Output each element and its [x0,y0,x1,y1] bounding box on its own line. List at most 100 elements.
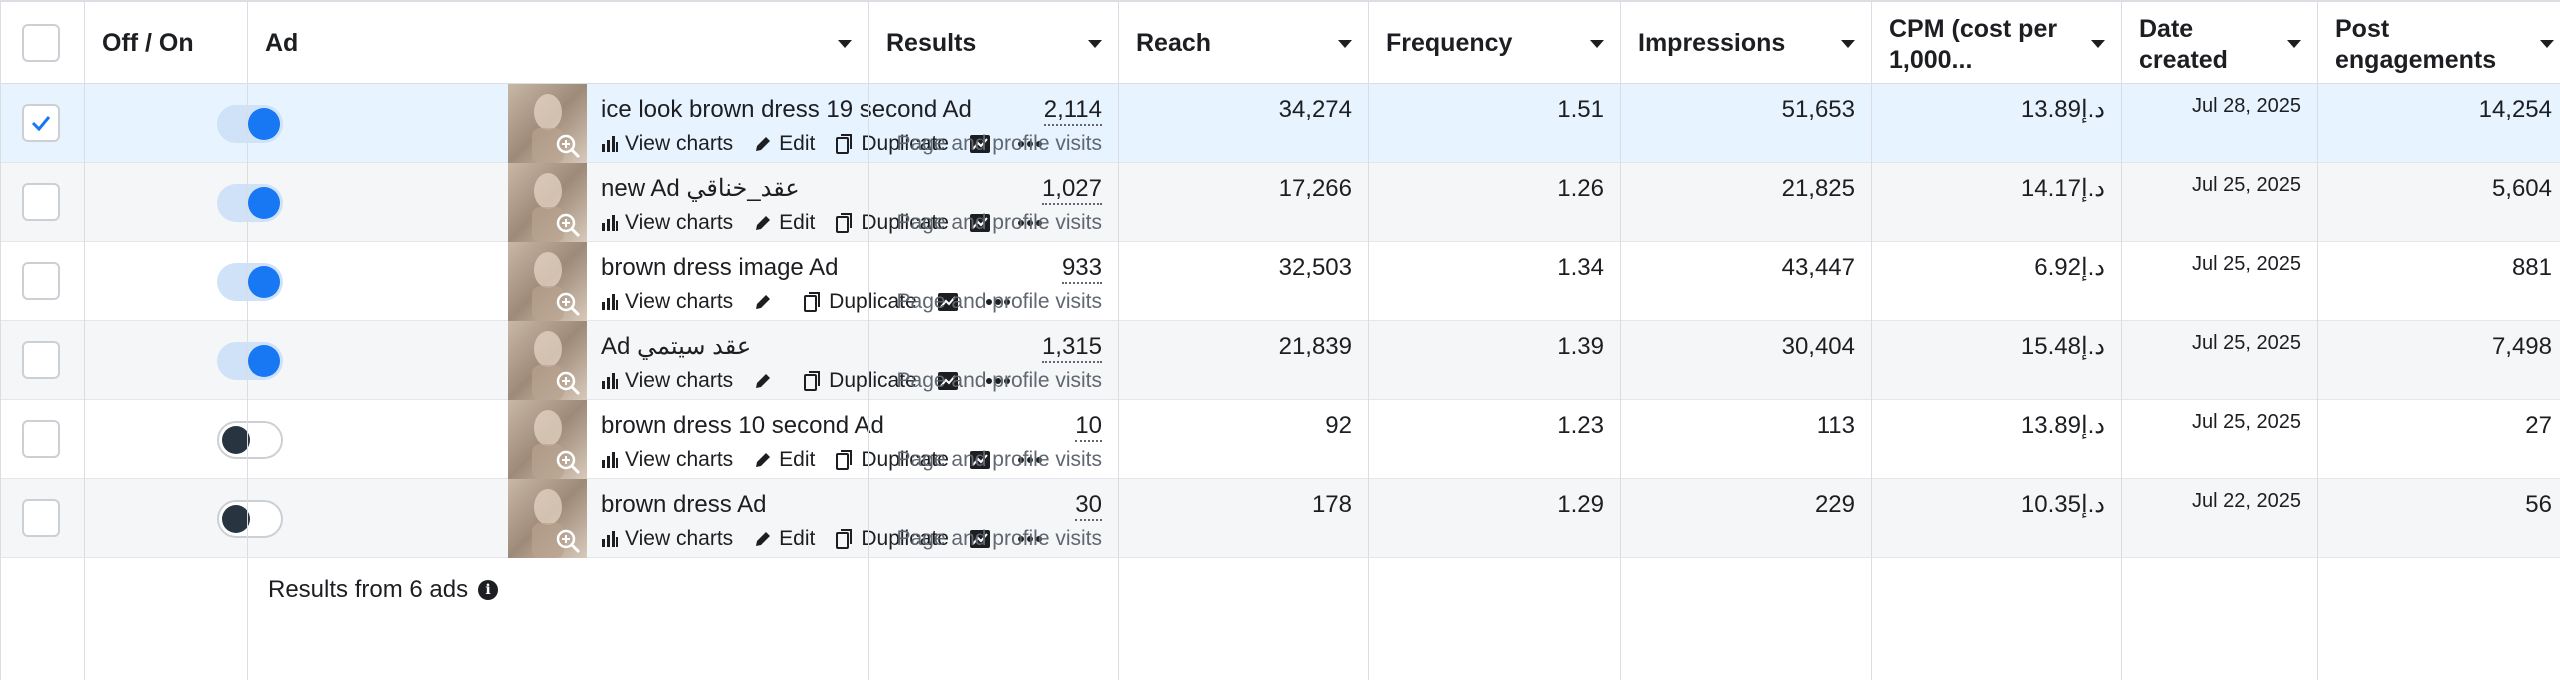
table-row[interactable]: Ad عقد سيتمي View charts [0,321,2560,400]
ad-thumbnail[interactable] [508,163,587,242]
duplicate-button[interactable]: Duplicate [835,132,949,156]
ad-name[interactable]: new Ad عقد_خناقي [601,175,800,202]
edit-button[interactable] [753,371,779,391]
ad-status-toggle[interactable] [217,105,283,143]
header-ad[interactable]: Ad [247,2,868,84]
header-results[interactable]: Results [868,2,1118,84]
open-insights-button[interactable] [969,134,997,154]
zoom-in-icon[interactable] [555,291,581,317]
row-select-cell [0,84,84,163]
ad-thumbnail[interactable] [508,321,587,400]
ad-status-toggle[interactable] [217,500,283,538]
table-row[interactable]: brown dress image Ad View charts [0,242,2560,321]
duplicate-label: Duplicate [861,527,949,550]
row-checkbox[interactable] [22,420,60,458]
select-all-checkbox[interactable] [22,24,60,62]
header-post-engagements[interactable]: Post engagements [2317,2,2560,84]
ad-thumbnail[interactable] [508,84,587,163]
open-insights-button[interactable] [969,213,997,233]
table-row[interactable]: new Ad عقد_خناقي View charts Edit [0,163,2560,242]
view-charts-button[interactable]: View charts [601,527,733,551]
duplicate-button[interactable]: Duplicate [835,527,949,551]
view-charts-button[interactable]: View charts [601,448,733,472]
ad-status-toggle[interactable] [217,342,283,380]
view-charts-button[interactable]: View charts [601,369,733,393]
zoom-in-icon[interactable] [555,528,581,554]
ad-name[interactable]: brown dress image Ad [601,254,839,281]
duplicate-button[interactable]: Duplicate [835,448,949,472]
sort-caret-icon[interactable] [2287,40,2301,48]
row-checkbox[interactable] [22,183,60,221]
ad-name[interactable]: brown dress 10 second Ad [601,412,884,439]
view-charts-button[interactable]: View charts [601,290,733,314]
duplicate-button[interactable]: Duplicate [835,211,949,235]
duplicate-button[interactable]: Duplicate [803,369,917,393]
column-divider [868,0,869,680]
table-row[interactable]: ice look brown dress 19 second Ad View c… [0,84,2560,163]
table-row[interactable]: brown dress 10 second Ad View charts Edi… [0,400,2560,479]
date-created-value: Jul 25, 2025 [2192,411,2301,433]
cpm-value: 10.35د.إ [2020,491,2105,518]
edit-button[interactable] [753,292,779,312]
row-checkbox[interactable] [22,341,60,379]
zoom-in-icon[interactable] [555,370,581,396]
results-value[interactable]: 10 [1075,412,1102,442]
header-cpm[interactable]: CPM (cost per 1,000... [1871,2,2121,84]
row-impressions-cell: 43,447 [1620,242,1871,321]
row-checkbox[interactable] [22,499,60,537]
sort-caret-icon[interactable] [1338,40,1352,48]
table-row[interactable]: brown dress Ad View charts Edit [0,479,2560,558]
more-options-button[interactable] [985,377,1017,385]
results-value[interactable]: 1,315 [1041,333,1102,363]
sort-caret-icon[interactable] [1088,40,1102,48]
ad-thumbnail[interactable] [508,400,587,479]
ad-status-toggle[interactable] [217,421,283,459]
sort-caret-icon[interactable] [2540,40,2554,48]
edit-button[interactable]: Edit [753,448,815,472]
header-date-created[interactable]: Date created [2121,2,2317,84]
row-checkbox[interactable] [22,104,60,142]
edit-button[interactable]: Edit [753,211,815,235]
zoom-in-icon[interactable] [555,133,581,159]
ad-name[interactable]: ice look brown dress 19 second Ad [601,96,972,123]
ad-thumbnail[interactable] [508,242,587,321]
open-insights-button[interactable] [969,450,997,470]
duplicate-button[interactable]: Duplicate [803,290,917,314]
header-reach[interactable]: Reach [1118,2,1368,84]
open-insights-button[interactable] [969,529,997,549]
more-options-button[interactable] [1017,219,1049,227]
more-options-button[interactable] [1017,456,1049,464]
more-options-button[interactable] [1017,140,1049,148]
open-insights-button[interactable] [937,292,965,312]
edit-button[interactable]: Edit [753,527,815,551]
zoom-in-icon[interactable] [555,449,581,475]
frequency-value: 1.34 [1557,254,1604,281]
header-impressions[interactable]: Impressions [1620,2,1871,84]
edit-button[interactable]: Edit [753,132,815,156]
results-value[interactable]: 933 [1061,254,1102,284]
sort-caret-icon[interactable] [1841,40,1855,48]
results-value[interactable]: 1,027 [1041,175,1102,205]
edit-label: Edit [779,132,816,155]
view-charts-button[interactable]: View charts [601,211,733,235]
zoom-in-icon[interactable] [555,212,581,238]
ad-status-toggle[interactable] [217,263,283,301]
header-offon[interactable]: Off / On [84,2,247,84]
view-charts-button[interactable]: View charts [601,132,733,156]
open-insights-button[interactable] [937,371,965,391]
ad-name[interactable]: Ad عقد سيتمي [601,333,752,360]
ad-thumbnail[interactable] [508,479,587,558]
column-divider [247,0,248,680]
sort-caret-icon[interactable] [2091,40,2105,48]
ad-status-toggle[interactable] [217,184,283,222]
more-options-button[interactable] [1017,535,1049,543]
row-checkbox[interactable] [22,262,60,300]
header-frequency[interactable]: Frequency [1368,2,1620,84]
sort-caret-icon[interactable] [838,40,852,48]
info-icon[interactable]: i [478,580,499,600]
results-value[interactable]: 30 [1075,491,1102,521]
sort-caret-icon[interactable] [1590,40,1604,48]
ad-name[interactable]: brown dress Ad [601,491,767,518]
more-options-button[interactable] [985,298,1017,306]
results-value[interactable]: 2,114 [1043,96,1102,126]
